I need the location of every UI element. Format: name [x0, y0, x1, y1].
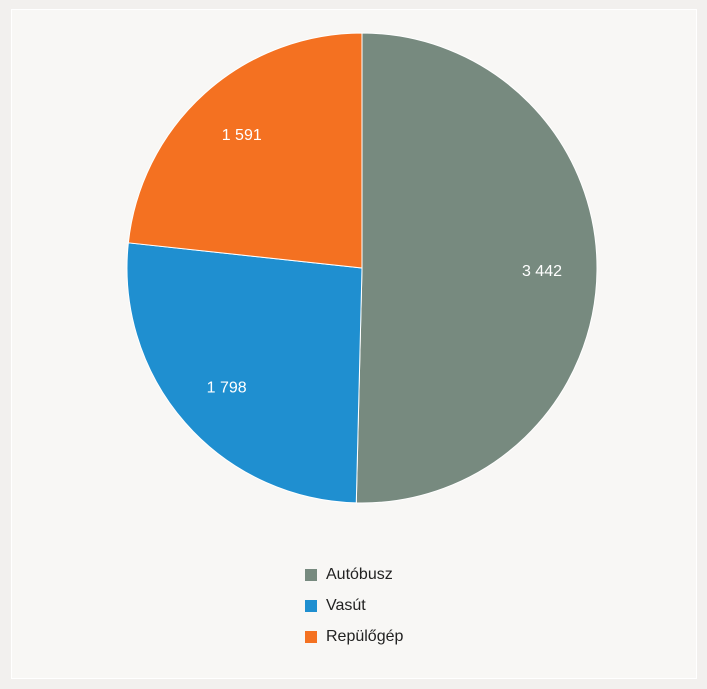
pie-value-label-repulogep: 1 591: [222, 127, 262, 144]
legend-item-vasut[interactable]: Vasút: [305, 596, 403, 616]
legend: Autóbusz Vasút Repülőgép: [305, 565, 403, 658]
pie-slices: [126, 32, 598, 504]
legend-item-autobusz[interactable]: Autóbusz: [305, 565, 403, 585]
legend-label-repulogep: Repülőgép: [326, 628, 404, 645]
pie-value-label-autobusz: 3 442: [522, 263, 562, 280]
pie-slice-repulogep[interactable]: [127, 32, 363, 269]
pie-slice-autobusz[interactable]: [355, 32, 598, 504]
legend-swatch-autobusz: [305, 569, 317, 581]
legend-label-autobusz: Autóbusz: [326, 566, 393, 583]
legend-swatch-repulogep: [305, 631, 317, 643]
legend-item-repulogep[interactable]: Repülőgép: [305, 627, 403, 647]
pie-value-labels: 3 442 1 798 1 591: [207, 127, 563, 397]
legend-swatch-vasut: [305, 600, 317, 612]
legend-label-vasut: Vasút: [326, 597, 366, 614]
pie-value-label-vasut: 1 798: [207, 380, 247, 397]
pie-slice-vasut[interactable]: [126, 242, 363, 504]
